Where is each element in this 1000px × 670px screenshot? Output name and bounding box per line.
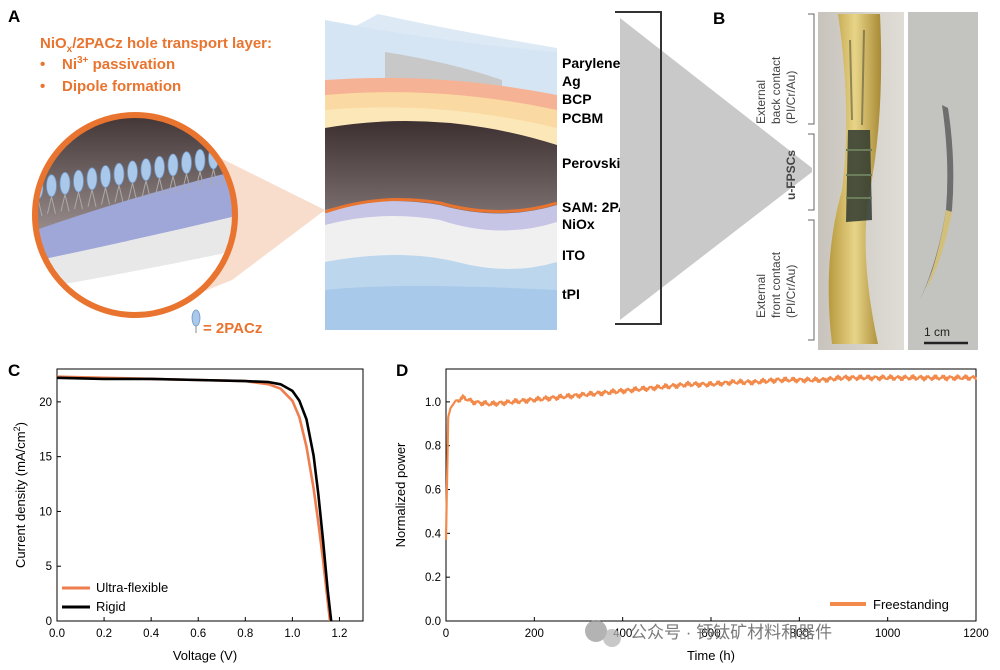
layer-label-pcbm: PCBM xyxy=(562,110,603,126)
x-tick-label: 0.6 xyxy=(190,628,206,640)
chart-c-y-label: Current density (mA/cm2) xyxy=(12,422,28,568)
x-tick-label: 0.2 xyxy=(96,628,112,640)
htl-bullet-2: • Dipole formation xyxy=(40,78,181,95)
chart-d-frame xyxy=(445,368,977,622)
molecule xyxy=(181,151,192,191)
molecule xyxy=(127,160,138,201)
y-tick-label: 0.8 xyxy=(425,441,441,453)
y-tick-label: 5 xyxy=(46,561,52,573)
svg-text:front contact: front contact xyxy=(769,251,783,318)
molecule xyxy=(167,153,179,194)
panel-a: A NiOx/2PACz hole transport layer: • Ni3+… xyxy=(8,7,812,337)
photo-label-u-fpscs: u-FPSCs xyxy=(784,150,798,200)
watermark-text: 公众号 · 钙钛矿材料和器件 xyxy=(630,623,832,642)
y-tick-label: 0.6 xyxy=(425,485,441,497)
watermark: 公众号 · 钙钛矿材料和器件 xyxy=(585,620,832,647)
layer-label-parylene: Parylene xyxy=(562,55,621,71)
panel-d-letter: D xyxy=(396,361,408,380)
svg-text:External: External xyxy=(754,274,768,318)
device-photo-2: 1 cm xyxy=(908,12,978,350)
layer-label-ito: ITO xyxy=(562,247,585,263)
x-tick-label: 0.4 xyxy=(143,628,160,640)
x-tick-label: 0 xyxy=(443,628,449,640)
device-photo-1 xyxy=(818,12,904,350)
chart-d-legend: Freestanding xyxy=(830,597,949,612)
layer-label-tpi: tPI xyxy=(562,286,580,302)
panel-a-letter: A xyxy=(8,7,20,26)
series-line-rigid xyxy=(56,376,333,622)
legend-label-freestanding: Freestanding xyxy=(873,597,949,612)
x-tick-label: 200 xyxy=(525,628,544,640)
x-tick-label: 1.0 xyxy=(284,628,300,640)
chart-d-x-label: Time (h) xyxy=(687,648,735,663)
molecule xyxy=(113,162,125,203)
svg-text:External: External xyxy=(754,80,768,124)
molecule xyxy=(100,165,111,205)
stack-bracket xyxy=(615,11,662,325)
svg-text:(PI/Cr/Au): (PI/Cr/Au) xyxy=(784,265,798,318)
scale-bar-label: 1 cm xyxy=(924,325,950,339)
chart-d-series xyxy=(444,374,978,540)
layer-label-bcp: BCP xyxy=(562,91,592,107)
x-tick-label: 800 xyxy=(790,628,809,640)
y-tick-label: 0 xyxy=(46,616,52,628)
x-tick-label: 600 xyxy=(701,628,720,640)
chart-c-frame xyxy=(56,368,364,622)
chart-c-x-label: Voltage (V) xyxy=(173,648,237,663)
photo-label-back-contact: External back contact (PI/Cr/Au) xyxy=(754,56,798,124)
y-tick-label: 15 xyxy=(39,452,52,464)
chart-c-y-ticks: 0 5 10 15 20 xyxy=(39,397,61,628)
chart-d-x-ticks: 0 200 400 600 800 1000 1200 xyxy=(443,617,989,640)
panel-c: C 0.0 0.2 0.4 0.6 0.8 1.0 1.2 0 5 10 15 20 Voltage… xyxy=(8,361,364,663)
2pacz-legend: = 2PACz xyxy=(191,309,262,337)
molecule xyxy=(59,171,71,212)
svg-text:back contact: back contact xyxy=(769,56,783,124)
molecule xyxy=(46,174,57,214)
molecule xyxy=(140,158,152,198)
2pacz-legend-label: = 2PACz xyxy=(203,320,262,337)
molecule xyxy=(194,148,206,189)
panel-b: B External back contact (PI/Cr/Au) u-FPS… xyxy=(713,9,978,350)
layer-label-perovskite: Perovskite xyxy=(562,155,633,171)
chart-c-series xyxy=(56,375,333,622)
y-tick-label: 20 xyxy=(39,397,52,409)
chart-c-legend: Ultra-flexible Rigid xyxy=(62,580,168,614)
legend-label-rigid: Rigid xyxy=(96,599,126,614)
device-layer-stack xyxy=(325,14,557,330)
legend-label-ultra-flexible: Ultra-flexible xyxy=(96,580,168,595)
x-tick-label: 0.0 xyxy=(49,628,65,640)
2pacz-molecule-icon xyxy=(191,309,201,327)
zoom-circle xyxy=(32,112,238,318)
x-tick-label: 1000 xyxy=(875,628,901,640)
projection-cone xyxy=(620,18,812,320)
wechat-icon xyxy=(585,620,607,642)
x-tick-label: 1.2 xyxy=(331,628,347,640)
y-tick-label: 0.2 xyxy=(425,572,441,584)
x-tick-label: 1200 xyxy=(963,628,989,640)
htl-bullet-1: • Ni3+ passivation xyxy=(40,55,175,73)
molecule xyxy=(73,169,84,210)
x-tick-label: 0.8 xyxy=(237,628,253,640)
panel-b-letter: B xyxy=(713,9,725,28)
chart-d-y-label: Normalized power xyxy=(393,442,408,547)
series-line-freestanding xyxy=(444,374,978,540)
y-tick-label: 0.0 xyxy=(425,616,441,628)
panel-c-letter: C xyxy=(8,361,20,380)
y-tick-label: 1.0 xyxy=(425,397,441,409)
panel-d: D 0 200 400 600 800 1000 1200 0.00.20.40.60.81… xyxy=(393,361,989,663)
molecule xyxy=(154,155,165,196)
htl-title: NiOx/2PACz hole transport layer: xyxy=(40,35,272,55)
photo-label-front-contact: External front contact (PI/Cr/Au) xyxy=(754,251,798,318)
svg-text:(PI/Cr/Au): (PI/Cr/Au) xyxy=(784,71,798,124)
y-tick-label: 10 xyxy=(39,506,52,518)
layer-label-niox: NiOx xyxy=(562,216,595,232)
layer-label-ag: Ag xyxy=(562,73,581,89)
molecule xyxy=(86,167,98,207)
chart-c-x-ticks: 0.0 0.2 0.4 0.6 0.8 1.0 1.2 xyxy=(49,617,347,640)
y-tick-label: 0.4 xyxy=(425,528,442,540)
